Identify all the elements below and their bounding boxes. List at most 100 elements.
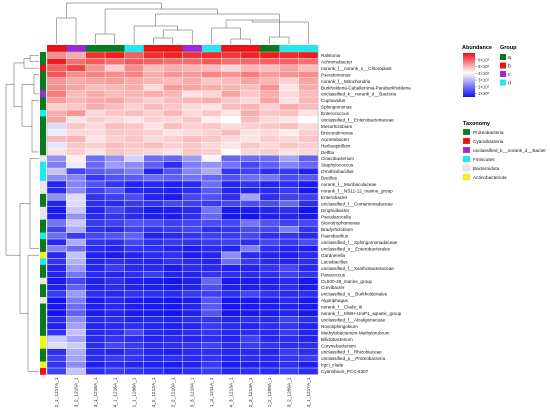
heatmap-cell <box>201 367 222 375</box>
heatmap-cell <box>85 219 106 227</box>
heatmap-cell <box>298 148 319 156</box>
heatmap-cell <box>259 335 280 343</box>
heatmap-cell <box>259 348 280 356</box>
heatmap-cell <box>162 264 183 272</box>
heatmap-cell <box>104 90 125 98</box>
heatmap-cell <box>66 329 86 336</box>
heatmap-cell <box>124 161 144 169</box>
heatmap-cell <box>104 290 125 298</box>
heatmap-cell <box>201 200 222 207</box>
heatmap-cell <box>66 96 86 104</box>
heatmap-cell <box>66 290 86 298</box>
heatmap-cell <box>104 342 125 349</box>
heatmap-cell <box>279 103 299 111</box>
heatmap-cell <box>182 96 203 104</box>
heatmap-cell <box>66 148 86 156</box>
heatmap-cell <box>201 329 222 336</box>
heatmap-cell <box>240 187 261 195</box>
heatmap-cell <box>221 251 241 259</box>
heatmap-cell <box>104 232 125 240</box>
taxonomy-cell <box>40 71 46 79</box>
row-label: Acinetobacter <box>321 137 350 142</box>
heatmap-cell <box>298 277 319 285</box>
heatmap-cell <box>298 303 319 311</box>
heatmap-cell <box>259 142 280 149</box>
heatmap-cell <box>182 329 203 336</box>
row-label: Lactobacillus <box>321 259 348 264</box>
heatmap-cell <box>46 264 67 272</box>
row-label: Herbaspirillum <box>321 143 351 148</box>
heatmap-cell <box>240 58 261 66</box>
heatmap-cell <box>124 309 144 317</box>
heatmap-cell <box>221 155 241 162</box>
heatmap-cell <box>85 129 106 137</box>
heatmap-cell <box>66 342 86 349</box>
heatmap-cell <box>259 103 280 111</box>
heatmap-cell <box>201 109 222 117</box>
heatmap-cell <box>221 271 241 278</box>
heatmap-cell <box>124 225 144 233</box>
heatmap-cell <box>46 135 67 143</box>
heatmap-cell <box>182 116 203 124</box>
heatmap-cell <box>298 96 319 104</box>
heatmap-cell <box>201 148 222 156</box>
heatmap-cell <box>46 109 67 117</box>
heatmap-cell <box>85 71 106 78</box>
heatmap-cell <box>259 64 280 72</box>
heatmap-cell <box>221 77 241 85</box>
heatmap-cell <box>182 64 203 72</box>
heatmap-cell <box>162 77 183 85</box>
heatmap-cell <box>104 245 125 253</box>
heatmap-cell <box>259 232 280 240</box>
dendrogram-branch <box>56 17 77 44</box>
heatmap-cell <box>66 335 86 343</box>
group-legend-label: b <box>508 64 511 70</box>
heatmap-cell <box>298 200 319 207</box>
heatmap-cell <box>259 367 280 375</box>
heatmap-cell <box>240 129 261 137</box>
heatmap-cell <box>124 232 144 240</box>
heatmap-cell <box>240 71 261 78</box>
heatmap-cell <box>182 193 203 201</box>
heatmap-cell <box>279 96 299 104</box>
heatmap-cell <box>85 122 106 130</box>
heatmap-cell <box>240 329 261 336</box>
heatmap-cell <box>201 64 222 72</box>
heatmap-cell <box>201 84 222 91</box>
heatmap-cell <box>240 335 261 343</box>
heatmap-cell <box>201 90 222 98</box>
heatmap-cell <box>124 296 144 304</box>
heatmap-cell <box>85 271 106 278</box>
heatmap-cell <box>66 361 86 369</box>
heatmap-cell <box>279 64 299 72</box>
heatmap-cell <box>201 142 222 149</box>
taxonomy-cell <box>40 142 46 150</box>
column-label: 2_1_1217A_1 <box>54 377 60 407</box>
heatmap-cell <box>143 290 164 298</box>
row-label: unclassified_f__Rhizobiaceae <box>321 350 382 355</box>
column-label: 3_1_1216A_1 <box>93 377 99 407</box>
heatmap-cell <box>259 187 280 195</box>
heatmap-cell <box>143 96 164 104</box>
heatmap-cell <box>104 167 125 175</box>
heatmap-cell <box>259 322 280 330</box>
heatmap-cell <box>221 135 241 143</box>
heatmap-cell <box>46 238 67 246</box>
heatmap-cell <box>46 142 67 149</box>
heatmap-cell <box>201 155 222 162</box>
heatmap-cell <box>201 309 222 317</box>
heatmap-cell <box>104 187 125 195</box>
heatmap-cell <box>104 129 125 137</box>
heatmap-cell <box>162 367 183 375</box>
taxonomy-cell <box>40 290 46 298</box>
heatmap-cell <box>124 148 144 156</box>
heatmap-cell <box>201 103 222 111</box>
heatmap-cell <box>298 167 319 175</box>
taxonomy-legend-swatch <box>462 146 471 154</box>
heatmap-cell <box>201 193 222 201</box>
heatmap-cell <box>162 187 183 195</box>
heatmap-cell <box>85 329 106 336</box>
heatmap-cell <box>104 71 125 78</box>
heatmap-cell <box>124 271 144 278</box>
heatmap-cell <box>259 122 280 130</box>
